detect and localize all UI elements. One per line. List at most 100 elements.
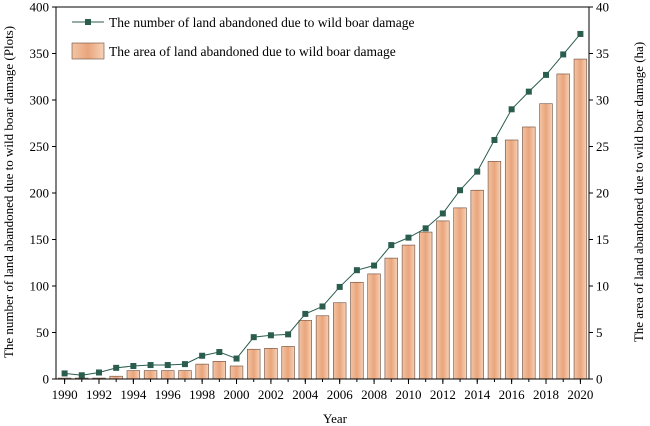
x-tick-label: 1990	[52, 387, 78, 402]
bar-1996	[161, 370, 175, 380]
bar-series	[57, 58, 588, 380]
bar-2012	[436, 220, 450, 380]
line-point-1993	[113, 364, 120, 371]
line-point-2010	[405, 234, 412, 241]
line-point-2020	[577, 30, 584, 37]
legend-line-label: The number of land abandoned due to wild…	[109, 15, 415, 30]
x-tick-label: 2010	[395, 387, 421, 402]
line-point-1999	[216, 349, 223, 356]
bar-1997	[178, 370, 192, 380]
line-point-2012	[439, 210, 446, 217]
bar-1995	[143, 370, 158, 380]
left-tick-label: 200	[30, 186, 50, 201]
right-tick-label: 35	[596, 46, 609, 61]
right-tick-label: 30	[596, 93, 609, 108]
line-point-2006	[336, 283, 343, 290]
right-tick-label: 20	[596, 186, 609, 201]
x-tick-label: 2020	[567, 387, 593, 402]
bar-2016	[504, 139, 519, 380]
line-point-1991	[78, 372, 85, 379]
line-point-2017	[525, 88, 532, 95]
bar-2000	[229, 365, 244, 380]
line-point-2019	[560, 51, 567, 58]
right-tick-label: 15	[596, 232, 609, 247]
line-point-1990	[61, 370, 68, 377]
x-tick-label: 2004	[292, 387, 319, 402]
x-tick-label: 2018	[533, 387, 559, 402]
bar-2014	[470, 189, 484, 380]
line-point-2013	[457, 187, 464, 194]
right-tick-label: 0	[596, 372, 603, 387]
left-tick-label: 400	[30, 0, 50, 15]
x-tick-label: 1992	[86, 387, 112, 402]
line-point-2009	[388, 242, 395, 249]
x-tick-label: 2008	[361, 387, 387, 402]
line-point-2000	[233, 355, 240, 362]
line-point-1992	[95, 369, 102, 376]
line-point-2002	[267, 332, 274, 339]
line-point-1995	[147, 362, 154, 369]
right-tick-label: 25	[596, 139, 609, 154]
x-tick-label: 1998	[189, 387, 215, 402]
line-point-2014	[474, 168, 481, 175]
x-tick-label: 2012	[430, 387, 456, 402]
bar-2010	[401, 244, 416, 380]
bar-2011	[418, 231, 433, 380]
bar-2008	[367, 273, 381, 380]
bar-2015	[487, 161, 502, 380]
left-axis-ticks: 0 50 100 150 200 250 300 350 400	[30, 0, 56, 387]
right-axis-title: The area of land abandoned due to wild b…	[631, 42, 646, 342]
bar-2002	[264, 348, 278, 380]
line-point-2004	[302, 310, 309, 317]
line-point-1998	[199, 352, 206, 359]
x-axis-title: Year	[323, 411, 348, 426]
x-tick-label: 2000	[224, 387, 250, 402]
x-tick-label: 2016	[499, 387, 526, 402]
bar-2020	[573, 58, 588, 380]
bar-2018	[539, 103, 553, 380]
left-axis-title: The number of land abandoned due to wild…	[1, 26, 16, 358]
line-point-2011	[422, 225, 429, 232]
bar-2004	[298, 320, 312, 380]
line-point-2008	[371, 262, 378, 269]
right-tick-label: 10	[596, 279, 609, 294]
line-point-2016	[508, 106, 515, 113]
left-tick-label: 150	[30, 232, 50, 247]
left-tick-label: 0	[43, 372, 50, 387]
left-tick-label: 50	[36, 325, 49, 340]
line-point-1996	[164, 362, 171, 369]
x-axis-ticks: 1990 1992 1994 1996 1998 2000 2002 2004 2006 2008…	[52, 379, 593, 402]
legend-line-marker	[85, 19, 91, 25]
left-tick-label: 300	[30, 93, 50, 108]
bar-2005	[315, 315, 330, 380]
bar-2007	[350, 281, 364, 380]
line-point-2018	[543, 71, 550, 78]
bar-2001	[247, 348, 261, 380]
legend-bar-label: The area of land abandoned due to wild b…	[109, 44, 396, 59]
legend: The number of land abandoned due to wild…	[71, 15, 415, 60]
bar-2003	[281, 346, 295, 380]
bar-1999	[212, 361, 226, 380]
x-tick-label: 2014	[464, 387, 491, 402]
line-point-1994	[130, 362, 137, 369]
bar-2009	[384, 257, 398, 380]
line-point-2015	[491, 136, 498, 143]
left-tick-label: 100	[30, 279, 50, 294]
bar-2019	[556, 73, 570, 380]
line-series	[61, 30, 584, 379]
line-point-2005	[319, 303, 326, 310]
bar-2017	[522, 126, 536, 380]
bar-1998	[195, 363, 209, 380]
left-tick-label: 350	[30, 46, 50, 61]
x-tick-label: 2002	[258, 387, 284, 402]
x-tick-label: 1996	[155, 387, 182, 402]
bar-2013	[453, 207, 467, 380]
line-point-2001	[250, 334, 257, 341]
x-tick-label: 2006	[327, 387, 354, 402]
line-point-1997	[181, 361, 188, 368]
line-point-2003	[285, 331, 292, 338]
legend-bar-swatch	[71, 42, 105, 60]
right-tick-label: 5	[596, 325, 603, 340]
right-tick-label: 40	[596, 0, 609, 15]
